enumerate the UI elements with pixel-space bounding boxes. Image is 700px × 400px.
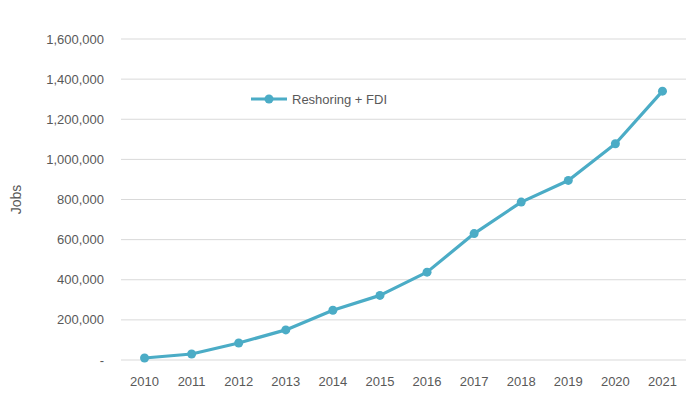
grid-line — [121, 79, 686, 80]
x-tick-label: 2011 — [178, 374, 206, 389]
data-point — [658, 87, 667, 96]
grid-line — [121, 39, 686, 40]
grid-line — [121, 159, 686, 160]
y-tick-label: 800,000 — [57, 192, 104, 207]
data-point — [328, 306, 337, 315]
chart: - 200,000 400,000 600,000 800,000 1,000,000 1,… — [0, 0, 700, 400]
x-tick-label: 2010 — [130, 374, 159, 389]
y-tick-label: 1,200,000 — [46, 112, 104, 127]
x-tick-label: 2017 — [460, 374, 489, 389]
x-tick-label: 2018 — [507, 374, 536, 389]
grid-line — [121, 279, 686, 280]
x-tick-label: 2016 — [413, 374, 442, 389]
x-tick-label: 2021 — [648, 374, 677, 389]
grid-line — [121, 199, 686, 200]
data-point — [187, 349, 196, 358]
legend-marker — [265, 95, 274, 104]
data-point — [517, 198, 526, 207]
y-tick-label: 600,000 — [57, 232, 104, 247]
x-tick-label: 2015 — [365, 374, 394, 389]
data-point — [564, 176, 573, 185]
legend-label: Reshoring + FDI — [292, 92, 387, 107]
x-tick-label: 2019 — [554, 374, 583, 389]
grid-line — [121, 239, 686, 240]
data-point — [234, 338, 243, 347]
data-point — [470, 229, 479, 238]
x-tick-label: 2012 — [224, 374, 253, 389]
y-tick-label: 400,000 — [57, 272, 104, 287]
y-tick-label: 1,000,000 — [46, 152, 104, 167]
grid-line — [121, 360, 686, 361]
x-tick-label: 2013 — [271, 374, 300, 389]
y-tick-label: 1,600,000 — [46, 32, 104, 47]
plot-area — [140, 87, 667, 363]
grid-line — [121, 319, 686, 320]
series-line — [145, 91, 663, 358]
data-point — [611, 139, 620, 148]
y-tick-label: 1,400,000 — [46, 72, 104, 87]
legend: Reshoring + FDI — [251, 92, 387, 107]
data-point — [423, 268, 432, 277]
x-tick-label: 2020 — [601, 374, 630, 389]
y-axis-label: Jobs — [8, 185, 24, 215]
data-point — [375, 291, 384, 300]
data-point — [140, 353, 149, 362]
x-tick-label: 2014 — [318, 374, 347, 389]
y-tick-label: - — [100, 353, 104, 368]
grid — [121, 39, 686, 360]
data-point — [281, 325, 290, 334]
grid-line — [121, 119, 686, 120]
y-tick-label: 200,000 — [57, 312, 104, 327]
